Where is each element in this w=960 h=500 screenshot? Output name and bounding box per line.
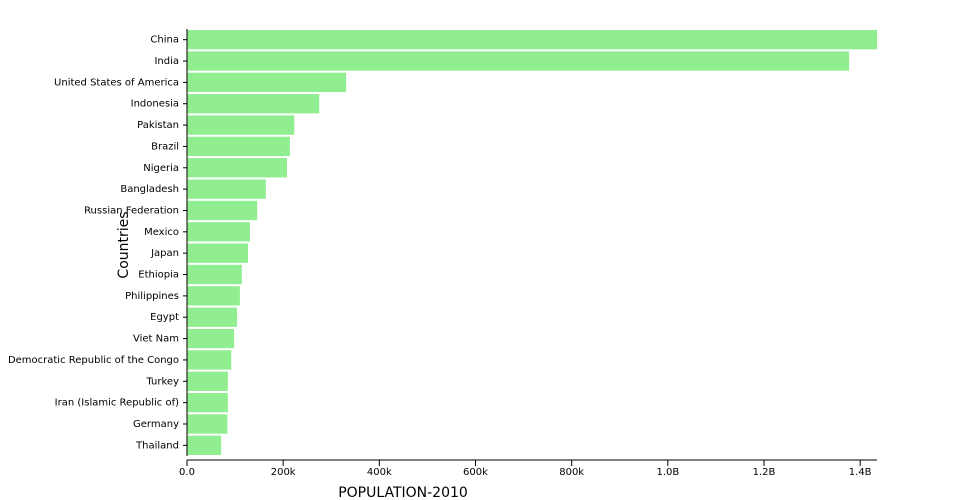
y-tick-label: Indonesia bbox=[131, 99, 179, 110]
bar bbox=[187, 264, 242, 285]
x-tick-label: 600k bbox=[463, 467, 488, 478]
bar bbox=[187, 328, 235, 349]
bar bbox=[187, 72, 347, 93]
y-tick-label: Iran (Islamic Republic of) bbox=[55, 398, 179, 409]
x-tick-label: 1.0B bbox=[656, 467, 679, 478]
bar bbox=[187, 350, 232, 370]
y-tick-label: Philippines bbox=[125, 291, 179, 302]
y-tick-label: Democratic Republic of the Congo bbox=[8, 355, 179, 366]
y-tick-label: Brazil bbox=[151, 141, 179, 152]
y-tick-label: China bbox=[150, 35, 179, 46]
bar bbox=[187, 200, 258, 221]
x-tick-label: 800k bbox=[559, 467, 584, 478]
x-tick-label: 0.0 bbox=[179, 467, 195, 478]
x-tick-label: 400k bbox=[367, 467, 392, 478]
x-tick-label: 200k bbox=[271, 467, 296, 478]
bar bbox=[187, 243, 249, 263]
y-tick-label: Turkey bbox=[145, 376, 179, 387]
y-tick-label: India bbox=[154, 56, 179, 67]
y-tick-label: Pakistan bbox=[137, 120, 179, 131]
y-tick-label: Viet Nam bbox=[133, 334, 179, 345]
bar bbox=[187, 307, 238, 327]
x-axis-title: POPULATION-2010 bbox=[338, 485, 468, 500]
y-tick-label: Mexico bbox=[144, 227, 179, 238]
y-tick-label: Egypt bbox=[150, 312, 179, 323]
y-tick-label: United States of America bbox=[54, 77, 179, 88]
bar bbox=[187, 136, 290, 157]
bar bbox=[187, 179, 266, 199]
bar bbox=[187, 51, 850, 71]
y-tick-label: Nigeria bbox=[143, 163, 179, 174]
bar bbox=[187, 222, 250, 242]
bar bbox=[187, 435, 222, 455]
bar bbox=[187, 414, 228, 434]
x-tick-label: 1.4B bbox=[849, 467, 872, 478]
y-tick-label: Bangladesh bbox=[120, 184, 179, 195]
bar bbox=[187, 371, 228, 391]
bar bbox=[187, 115, 295, 135]
y-tick-label: Japan bbox=[150, 248, 179, 259]
bar bbox=[187, 158, 288, 178]
bar bbox=[187, 94, 320, 114]
bar bbox=[187, 30, 877, 50]
bar bbox=[187, 392, 228, 413]
x-tick-label: 1.2B bbox=[753, 467, 776, 478]
bar bbox=[187, 286, 240, 306]
y-tick-label: Thailand bbox=[135, 440, 179, 451]
y-tick-label: Ethiopia bbox=[138, 270, 179, 281]
y-tick-label: Germany bbox=[133, 419, 179, 430]
y-axis-title: Countries bbox=[116, 211, 132, 278]
y-tick-label: Russian Federation bbox=[84, 205, 179, 216]
